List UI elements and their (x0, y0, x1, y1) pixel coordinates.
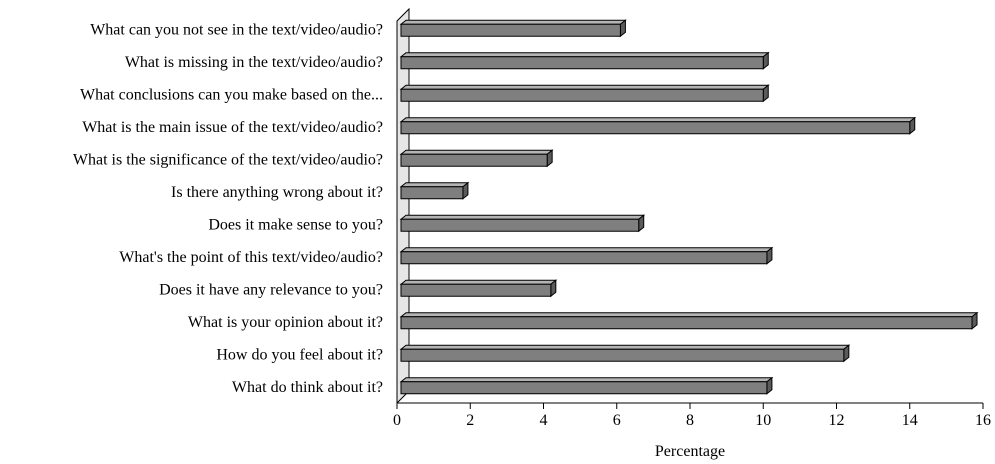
bar (399, 181, 470, 200)
x-axis-ticks: 0 2 4 6 8 10 12 14 16 (393, 403, 991, 429)
bar (399, 311, 979, 330)
x-tick-label: 10 (755, 412, 771, 429)
bar (399, 19, 627, 38)
bar-front (400, 316, 973, 330)
bar (399, 279, 558, 298)
bar-front (400, 186, 464, 200)
bar (399, 51, 770, 70)
bar (399, 116, 917, 135)
bar-front (400, 381, 768, 395)
bar-top (399, 344, 851, 350)
bar-front (400, 251, 768, 265)
bar (399, 214, 646, 233)
category-labels: What can you not see in the text/video/a… (73, 21, 383, 396)
bar-top (399, 377, 774, 383)
bar-front (400, 283, 552, 297)
bar-top (399, 182, 470, 188)
x-tick-label: 16 (975, 412, 991, 429)
category-label: How do you feel about it? (216, 346, 383, 363)
bar-top (399, 214, 646, 220)
x-tick-label: 12 (829, 412, 845, 429)
category-label: What do think about it? (232, 379, 383, 396)
category-label: What is missing in the text/video/audio? (125, 54, 383, 71)
bar-front (400, 23, 621, 37)
bar-front (400, 348, 845, 362)
category-label: What is your opinion about it? (188, 314, 383, 331)
x-tick-label: 0 (393, 412, 401, 429)
back-wall (396, 7, 410, 405)
category-label: Does it make sense to you? (208, 216, 383, 233)
category-label: What's the point of this text/video/audi… (119, 249, 383, 266)
bar-top (399, 52, 770, 58)
x-axis-title: Percentage (655, 443, 725, 460)
bar-top (399, 19, 627, 25)
bar-front (400, 153, 548, 167)
x-tick-label: 4 (540, 412, 548, 429)
category-label: What can you not see in the text/video/a… (90, 21, 383, 38)
bar-top (399, 117, 917, 123)
x-tick-label: 6 (613, 412, 621, 429)
bar-top (399, 149, 554, 155)
category-label: What is the significance of the text/vid… (73, 151, 383, 168)
bar (399, 84, 770, 103)
category-label: Is there anything wrong about it? (171, 184, 383, 201)
bar-top (399, 84, 770, 90)
bar-top (399, 247, 774, 253)
bars-group (399, 19, 979, 395)
category-label: What is the main issue of the text/video… (82, 119, 383, 136)
bar (399, 344, 851, 363)
bar-top (399, 312, 979, 318)
bar-front (400, 88, 764, 102)
bar (399, 246, 774, 265)
x-tick-label: 8 (686, 412, 694, 429)
bar (399, 149, 554, 168)
bar (399, 376, 774, 395)
bar-front (400, 218, 640, 232)
bar-front (400, 56, 764, 70)
x-tick-label: 2 (466, 412, 474, 429)
bar-top (399, 279, 558, 285)
x-tick-label: 14 (902, 412, 918, 429)
category-label: What conclusions can you make based on t… (80, 86, 383, 103)
bar-front (400, 121, 911, 135)
category-label: Does it have any relevance to you? (159, 281, 383, 298)
